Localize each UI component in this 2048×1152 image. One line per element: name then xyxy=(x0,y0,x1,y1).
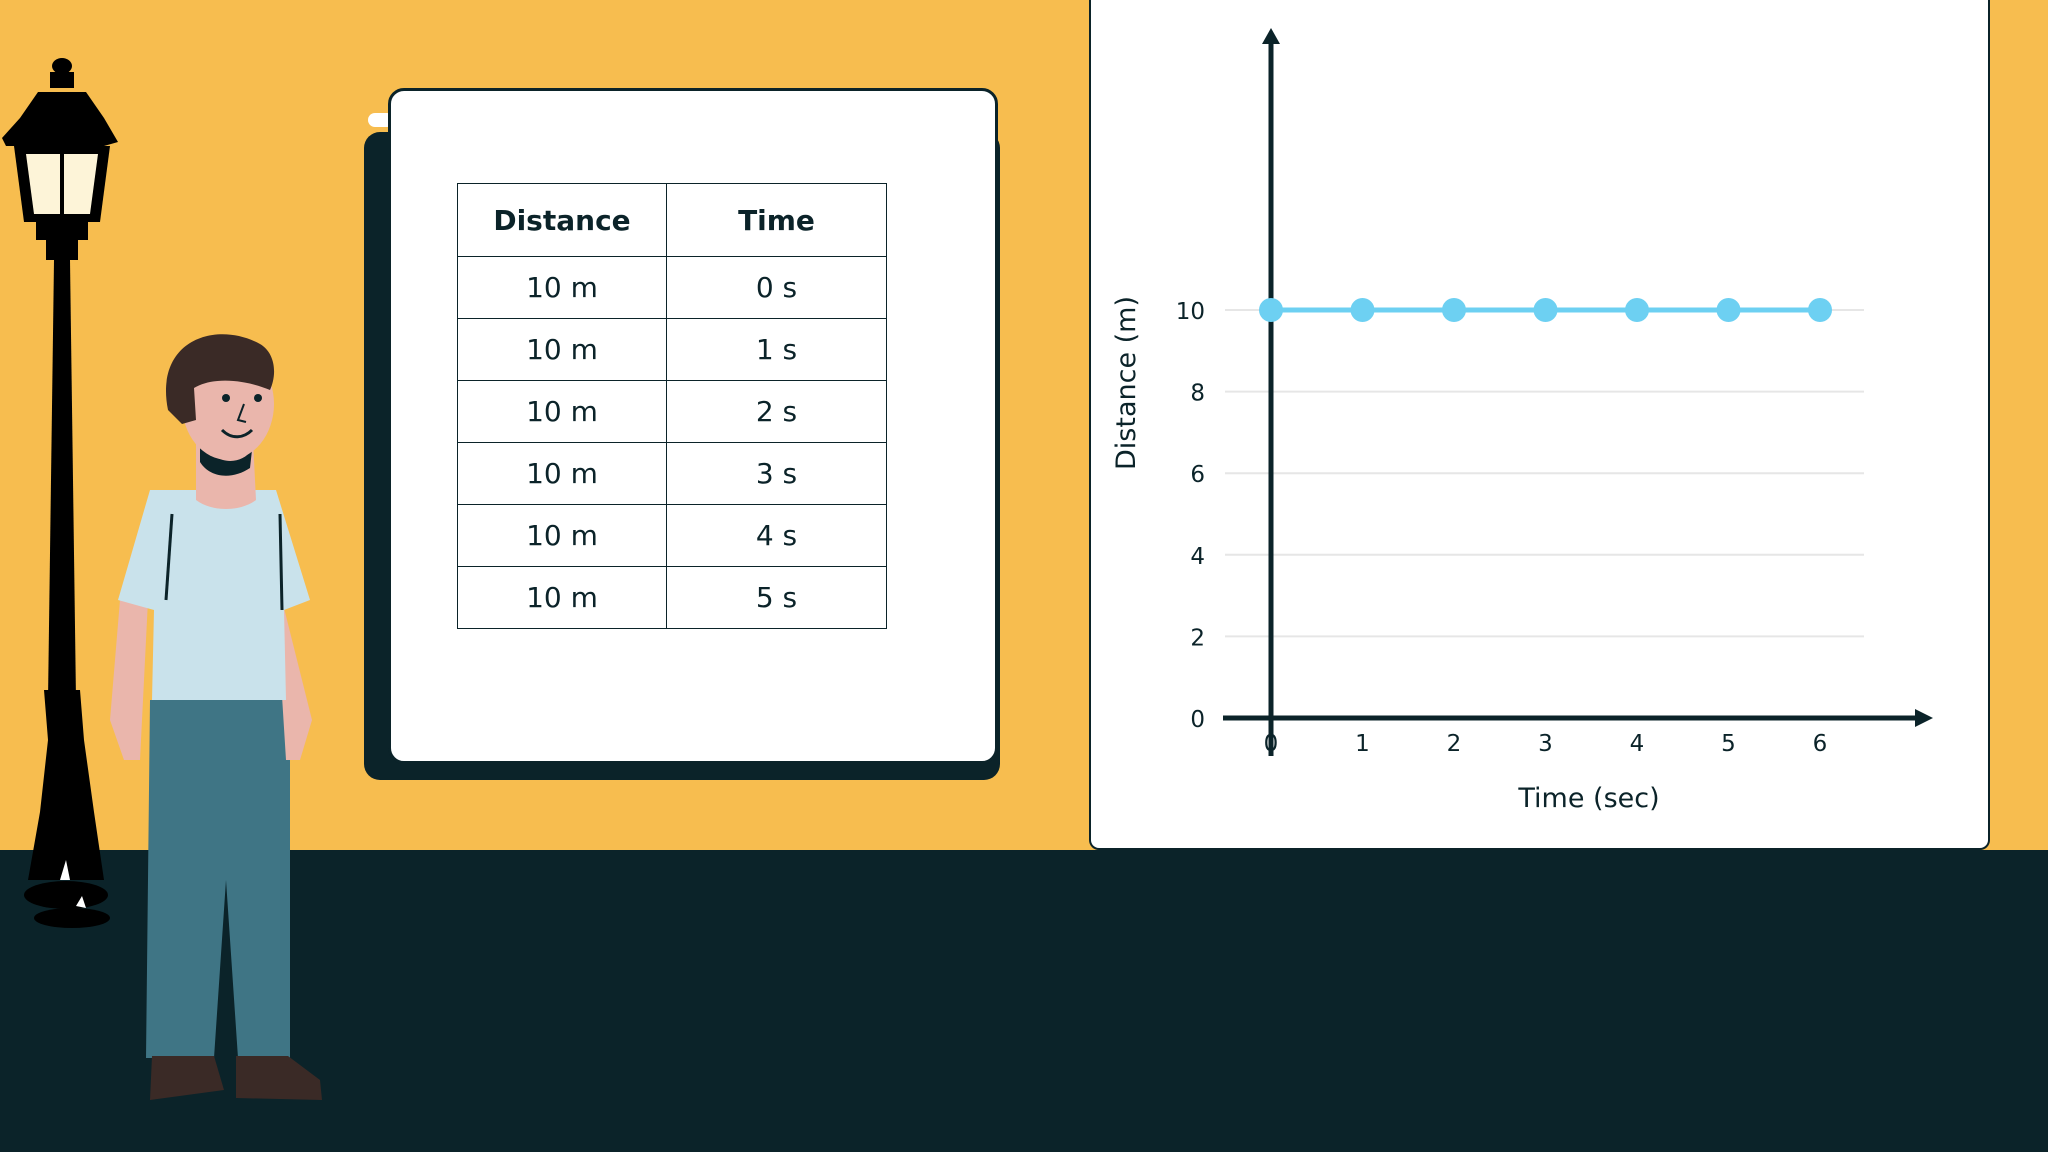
column-header-time: Time xyxy=(666,183,887,257)
data-point xyxy=(1259,298,1283,322)
chart-panel xyxy=(1089,0,1990,850)
x-tick-label: 2 xyxy=(1447,731,1462,757)
x-tick-label: 1 xyxy=(1355,731,1370,757)
time-cell: 4 s xyxy=(666,504,887,567)
table-header-row: Distance Time xyxy=(457,183,887,257)
table-row: 10 m 0 s xyxy=(457,256,887,319)
distance-cell: 10 m xyxy=(457,256,667,319)
y-tick-label: 6 xyxy=(1190,462,1205,488)
grid-lines xyxy=(1225,309,1864,638)
data-point xyxy=(1442,298,1466,322)
time-cell: 5 s xyxy=(666,566,887,629)
ground-background xyxy=(0,850,2048,1152)
distance-time-table: Distance Time 10 m 0 s 10 m 1 s 10 m 2 s… xyxy=(457,183,887,629)
x-tick-label: 4 xyxy=(1630,731,1645,757)
person-figure xyxy=(110,334,322,1100)
axes xyxy=(1223,28,1933,756)
table-row: 10 m 1 s xyxy=(457,318,887,381)
data-point xyxy=(1716,298,1741,322)
time-cell: 2 s xyxy=(666,380,887,443)
street-lamp-icon xyxy=(2,58,118,928)
illustration-svg xyxy=(2,58,322,1100)
card-tab xyxy=(368,113,394,127)
data-point xyxy=(1533,298,1558,322)
data-point xyxy=(1808,298,1832,322)
time-cell: 3 s xyxy=(666,442,887,505)
data-series xyxy=(1259,298,1832,322)
distance-time-chart: 0 1 2 3 4 5 6 0 2 4 6 8 10 Time (sec) Distance (m) xyxy=(1111,28,1933,814)
table-row: 10 m 3 s xyxy=(457,442,887,505)
table-row: 10 m 5 s xyxy=(457,566,887,629)
time-cell: 0 s xyxy=(666,256,887,319)
y-tick-label: 8 xyxy=(1190,381,1205,407)
time-cell: 1 s xyxy=(666,318,887,381)
y-axis-title: Distance (m) xyxy=(1111,296,1142,470)
y-axis-arrow-icon xyxy=(1262,28,1280,44)
x-tick-label: 3 xyxy=(1538,731,1553,757)
table-row: 10 m 4 s xyxy=(457,504,887,567)
y-tick-label: 2 xyxy=(1190,625,1205,651)
x-axis-arrow-icon xyxy=(1915,709,1933,727)
distance-cell: 10 m xyxy=(457,380,667,443)
column-header-distance: Distance xyxy=(457,183,667,257)
x-tick-label: 5 xyxy=(1721,731,1736,757)
data-point xyxy=(1625,298,1649,322)
illustration xyxy=(0,0,360,1152)
x-tick-label: 0 xyxy=(1264,731,1279,757)
distance-cell: 10 m xyxy=(457,566,667,629)
x-tick-label: 6 xyxy=(1813,731,1828,757)
x-axis-title: Time (sec) xyxy=(1517,783,1659,814)
data-point xyxy=(1350,298,1375,322)
distance-cell: 10 m xyxy=(457,442,667,505)
y-tick-label: 0 xyxy=(1190,707,1205,733)
y-tick-label: 10 xyxy=(1176,299,1205,325)
tick-labels: 0 1 2 3 4 5 6 0 2 4 6 8 10 xyxy=(1176,299,1828,757)
y-tick-label: 4 xyxy=(1190,544,1205,570)
table-row: 10 m 2 s xyxy=(457,380,887,443)
distance-cell: 10 m xyxy=(457,318,667,381)
distance-cell: 10 m xyxy=(457,504,667,567)
